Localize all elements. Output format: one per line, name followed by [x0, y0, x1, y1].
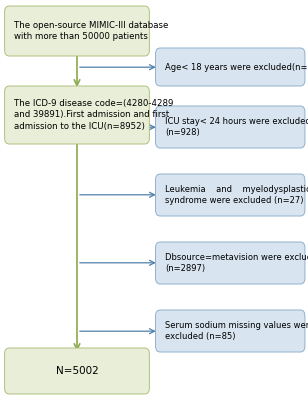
Text: Dbsource=metavision were excluded
(n=2897): Dbsource=metavision were excluded (n=289…: [165, 253, 308, 273]
FancyBboxPatch shape: [156, 242, 305, 284]
FancyBboxPatch shape: [156, 174, 305, 216]
Text: The ICD-9 disease code=(4280-4289
and 39891).First admission and first
admission: The ICD-9 disease code=(4280-4289 and 39…: [14, 99, 173, 131]
Text: N=5002: N=5002: [56, 366, 98, 376]
Text: Leukemia    and    myelodysplastic
syndrome were excluded (n=27): Leukemia and myelodysplastic syndrome we…: [165, 185, 308, 205]
FancyBboxPatch shape: [156, 310, 305, 352]
Text: The open-source MIMIC-III database
with more than 50000 patients: The open-source MIMIC-III database with …: [14, 21, 168, 41]
FancyBboxPatch shape: [5, 6, 149, 56]
FancyBboxPatch shape: [5, 348, 149, 394]
Text: Serum sodium missing values were
excluded (n=85): Serum sodium missing values were exclude…: [165, 321, 308, 341]
Text: Age< 18 years were excluded(n=13): Age< 18 years were excluded(n=13): [165, 62, 308, 72]
FancyBboxPatch shape: [5, 86, 149, 144]
FancyBboxPatch shape: [156, 106, 305, 148]
Text: ICU stay< 24 hours were excluded
(n=928): ICU stay< 24 hours were excluded (n=928): [165, 117, 308, 137]
FancyBboxPatch shape: [156, 48, 305, 86]
